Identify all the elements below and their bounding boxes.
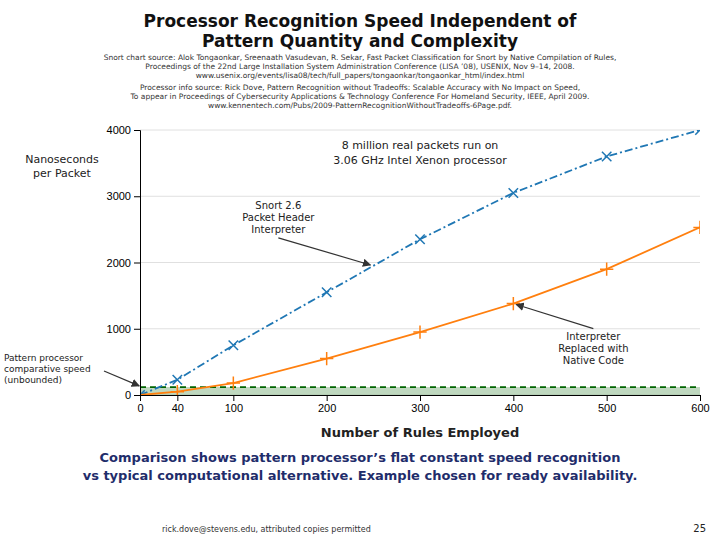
marker [173,375,182,384]
tick: 300 [411,395,429,414]
marker [413,325,426,338]
tick-mark [177,395,178,401]
tick-label: 500 [598,402,616,414]
marker [507,297,520,310]
line [140,227,700,395]
line [140,130,700,395]
grid-line [140,262,700,263]
x-axis: 0 40 100 200 300 400 500 600 [137,395,709,414]
tick-mark [233,395,234,401]
annotations: Snort 2.6Packet HeaderInterpreterInterpr… [4,200,628,386]
marker [322,288,331,297]
tick-mark [134,395,140,396]
tick-label: 400 [505,402,523,414]
tick: 3000 [107,190,140,202]
marker [229,341,238,350]
tick-label: 300 [411,402,429,414]
chart: Processor Recognition Speed Independent … [0,0,720,540]
page-number: 25 [693,523,706,534]
tick-label: 0 [125,389,131,401]
marker [227,376,240,389]
tick-label: 2000 [107,257,131,269]
annotation: Packet Header [242,212,315,223]
axis-line [134,131,141,396]
tick-mark [134,263,140,264]
annotation-arrow [104,371,139,386]
tick-label: 4000 [107,124,131,136]
tick-mark [607,395,608,401]
tick-label: 100 [225,402,243,414]
tick-mark [420,395,421,401]
y-axis-label: per Packet [33,167,91,180]
tick: 200 [318,395,336,414]
annotation: Snort 2.6 [255,200,301,211]
chart-note: 3.06 GHz Intel Xenon processor [333,154,507,167]
tick: 4000 [107,124,140,136]
tick-mark [700,395,701,401]
tick-label: 3000 [107,190,131,202]
marker [695,130,700,135]
tick-mark [134,130,140,131]
marker [693,221,700,234]
plot-area [140,130,700,395]
tick: 400 [505,395,523,414]
x-axis-label: Number of Rules Employed [321,425,519,440]
marker [140,388,147,395]
tick-mark [134,196,140,197]
tick: 0 [125,389,140,401]
chart-title: Processor Recognition Speed Independent … [144,11,577,31]
tick: 2000 [107,257,140,269]
annotation-arrow [516,304,593,328]
tick-label: 600 [691,402,709,414]
source-text: www.usenix.org/events/lisa08/tech/full_p… [196,71,525,80]
tick-mark [513,395,514,401]
tick: 40 [172,395,184,414]
footer: rick.dove@stevens.edu, attributed copies… [162,525,371,534]
source-text: www.kennentech.com/Pubs/2009-PatternReco… [208,101,512,110]
tick: 500 [598,395,616,414]
tick-label: 0 [137,402,143,414]
source-text: To appear in Proceedings of Cybersecurit… [130,92,590,101]
axis-line [141,396,701,402]
grid-line [140,130,700,131]
marker [171,385,184,395]
tick: 0 [137,395,143,414]
tick: 100 [225,395,243,414]
tick-label: 40 [172,402,184,414]
caption: vs typical computational alternative. Ex… [83,468,638,483]
tick: 1000 [107,323,140,335]
area [140,387,700,395]
chart-note: 8 million real packets run on [342,139,499,152]
annotation: Interpreter [566,331,621,342]
tick-label: 200 [318,402,336,414]
source-text: Proceedings of the 22nd Large Installati… [145,62,574,71]
tick-mark [327,395,328,401]
line [140,386,700,388]
tick-mark [134,329,140,330]
marker [509,188,518,197]
annotation: (unbounded) [4,375,62,385]
chart-title: Pattern Quantity and Complexity [202,31,518,51]
y-axis-label: Nanoseconds [25,153,99,166]
grid [140,130,700,395]
annotation: comparative speed [4,364,91,374]
annotation: Interpreter [251,224,306,235]
marker [602,152,611,161]
annotation-arrow [278,238,370,265]
source-text: Snort chart source: Alok Tongaonkar, Sre… [104,53,617,62]
tick-label: 1000 [107,323,131,335]
caption: Comparison shows pattern processor’s fla… [100,450,621,465]
annotation: Replaced with [558,343,628,354]
annotation: Native Code [563,355,624,366]
source-text: Processor info source: Rick Dove, Patter… [140,83,580,92]
annotation: Pattern processor [4,353,83,363]
grid-line [140,196,700,197]
marker [320,352,333,365]
y-axis: 0 1000 2000 3000 4000 [107,124,141,401]
marker [600,262,613,275]
marker [415,235,424,244]
tick: 600 [691,395,709,414]
